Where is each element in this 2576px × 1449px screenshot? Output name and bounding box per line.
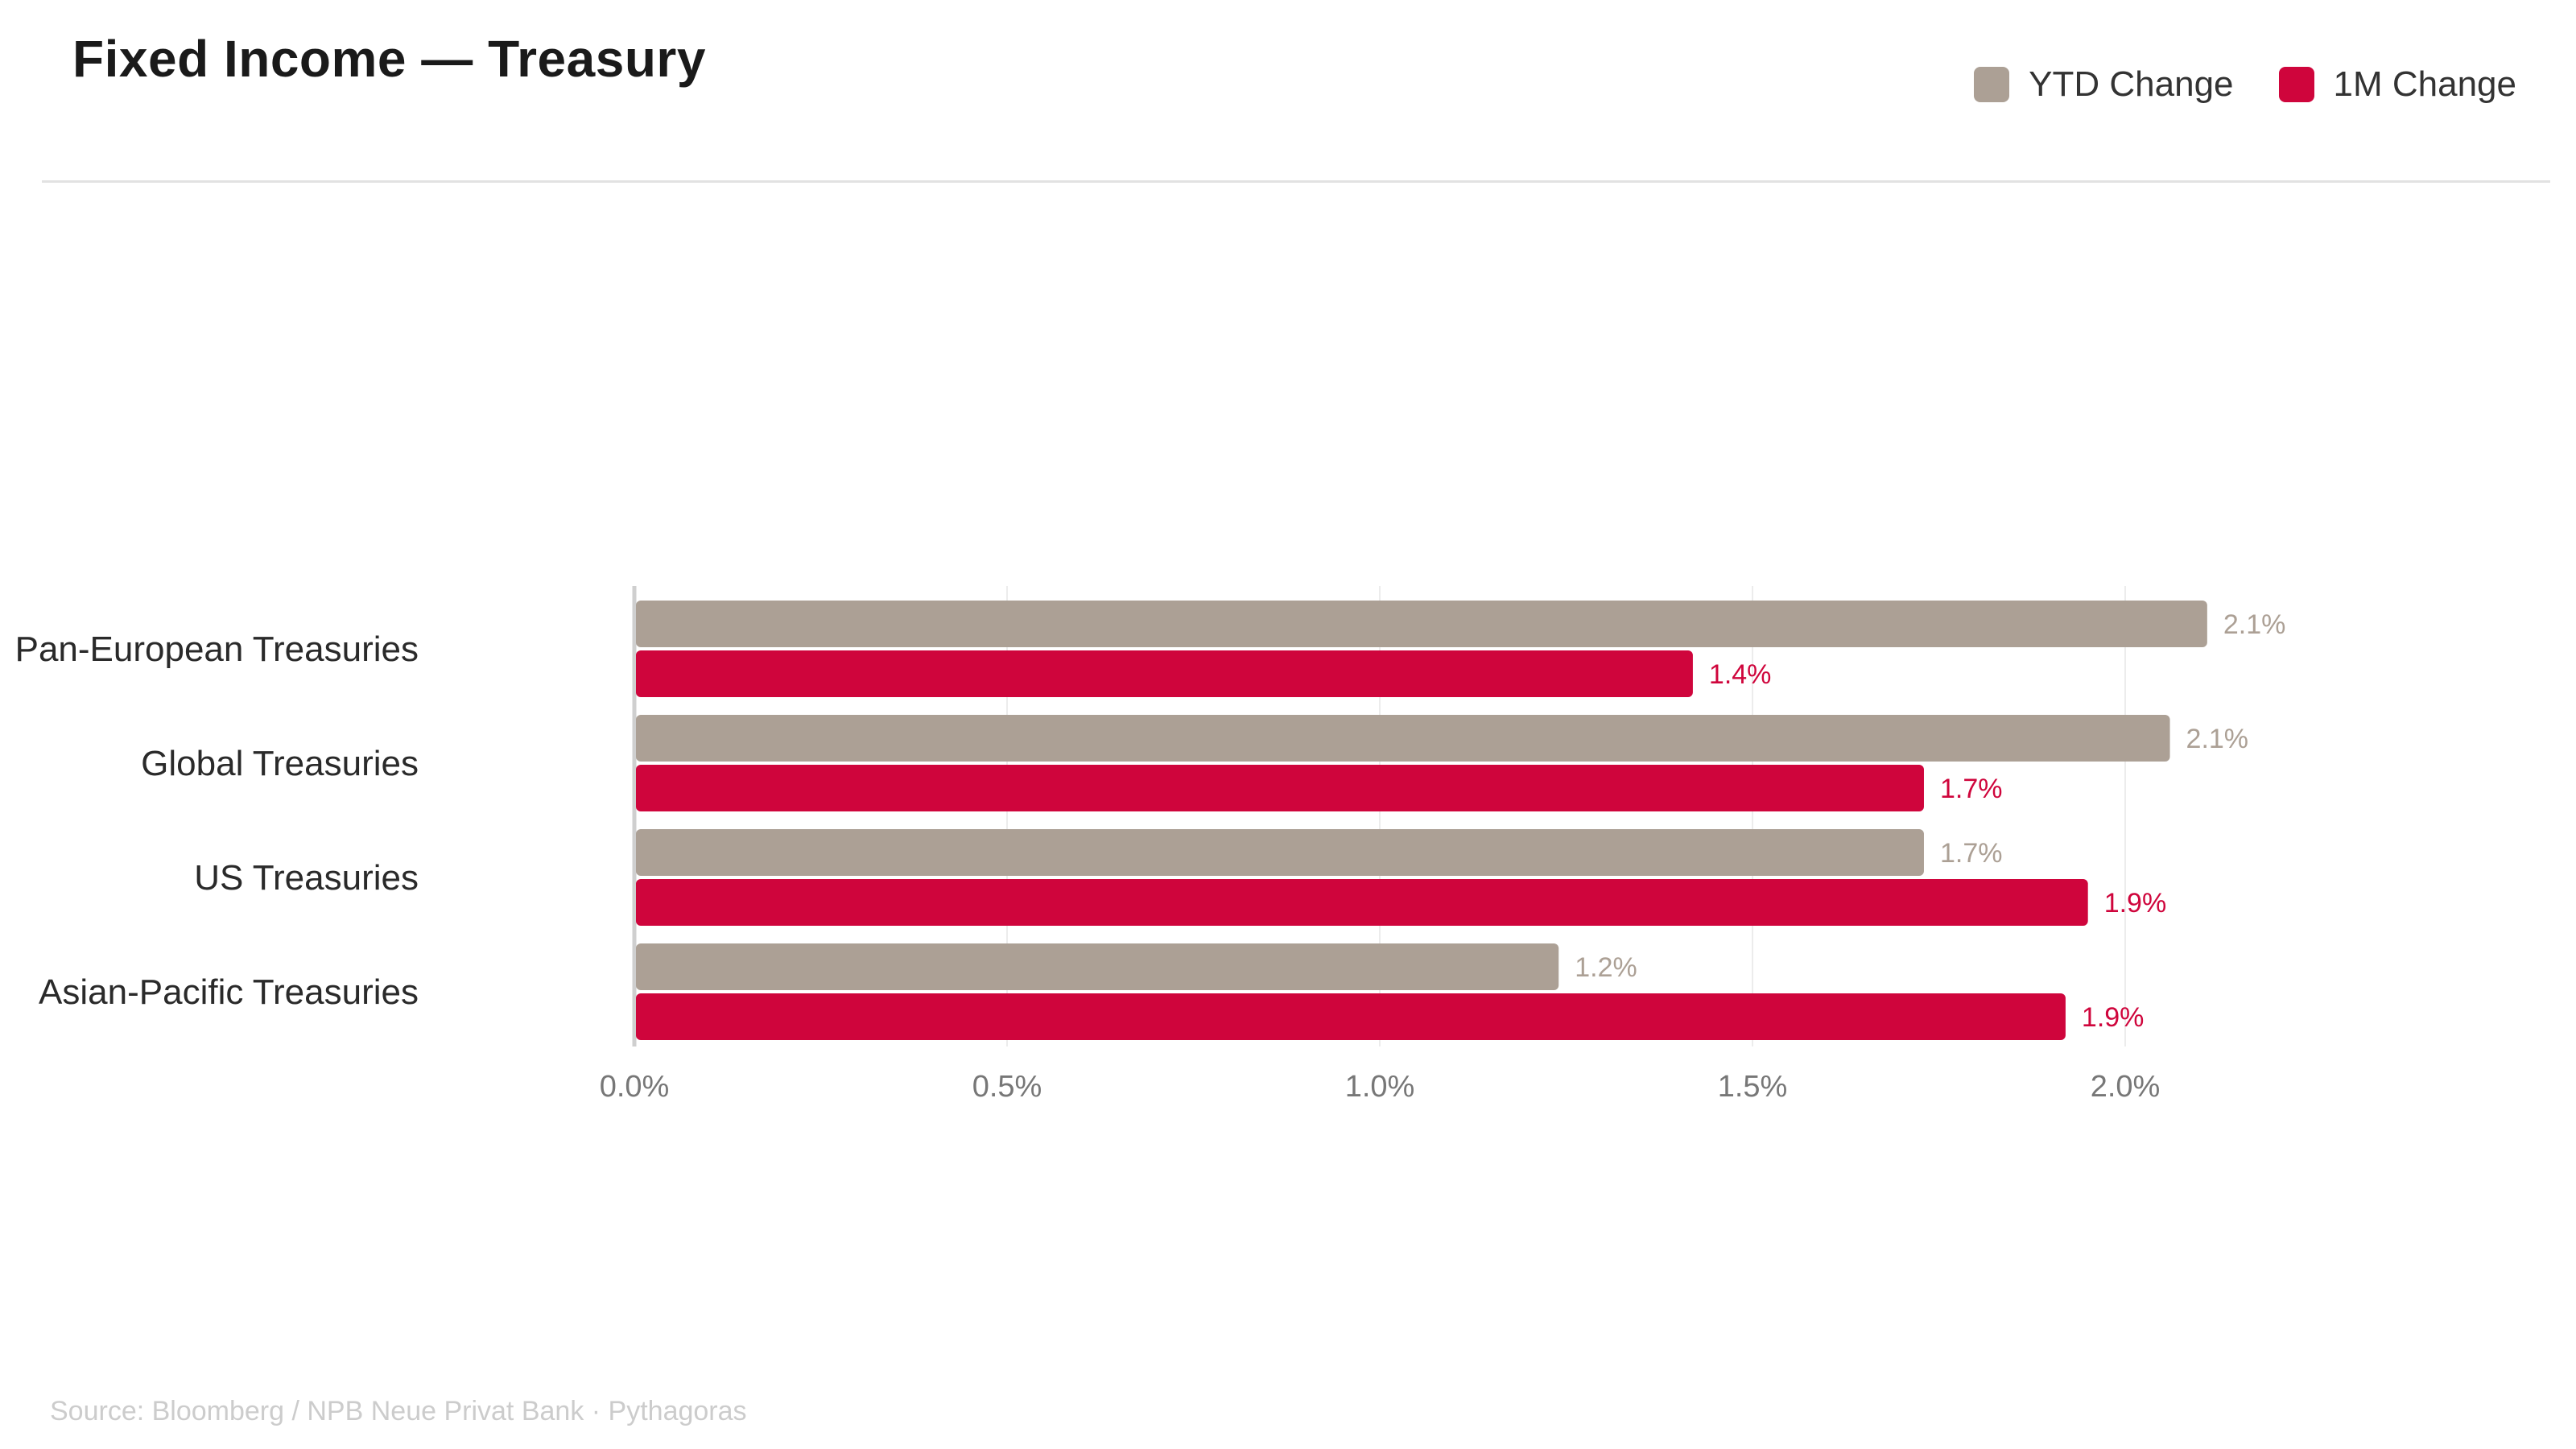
bar-1m[interactable] (636, 993, 2066, 1040)
bar-1m[interactable] (636, 879, 2088, 926)
bar-ytd[interactable] (636, 943, 1559, 990)
legend-item-1m[interactable]: 1M Change (2278, 64, 2516, 105)
bar-ytd[interactable] (636, 715, 2170, 762)
legend-label-1m: 1M Change (2333, 64, 2516, 104)
data-label: 1.2% (1575, 952, 1637, 983)
data-label: 1.9% (2104, 888, 2167, 919)
x-tick-label: 1.0% (1345, 1070, 1415, 1104)
data-label: 1.7% (1940, 774, 2003, 804)
bar-1m[interactable] (636, 650, 1693, 697)
page-title: Fixed Income — Treasury (72, 30, 706, 88)
category-label: Pan-European Treasuries (15, 630, 419, 669)
source-note: Source: Bloomberg / NPB Neue Privat Bank… (50, 1396, 747, 1426)
data-label: 2.1% (2186, 724, 2249, 754)
category-label: Global Treasuries (141, 744, 419, 783)
legend-swatch-1m (2278, 67, 2314, 102)
bar-ytd[interactable] (636, 829, 1924, 876)
legend-swatch-ytd (1974, 67, 2010, 102)
category-label: Asian-Pacific Treasuries (39, 972, 419, 1012)
x-tick-label: 0.0% (600, 1070, 670, 1104)
data-label: 1.4% (1709, 659, 1772, 690)
category-label: US Treasuries (194, 858, 419, 898)
legend-label-ytd: YTD Change (2029, 64, 2234, 104)
x-tick-label: 0.5% (972, 1070, 1042, 1104)
legend-item-ytd[interactable]: YTD Change (1974, 64, 2234, 105)
bar-ytd[interactable] (636, 601, 2207, 647)
data-label: 1.9% (2082, 1002, 2145, 1033)
header-divider (42, 180, 2550, 183)
x-tick-label: 1.5% (1718, 1070, 1788, 1104)
chart-legend: YTD Change 1M Change (1974, 64, 2516, 105)
data-label: 2.1% (2223, 609, 2286, 640)
bar-1m[interactable] (636, 765, 1924, 811)
data-label: 1.7% (1940, 838, 2003, 869)
x-tick-label: 2.0% (2091, 1070, 2161, 1104)
